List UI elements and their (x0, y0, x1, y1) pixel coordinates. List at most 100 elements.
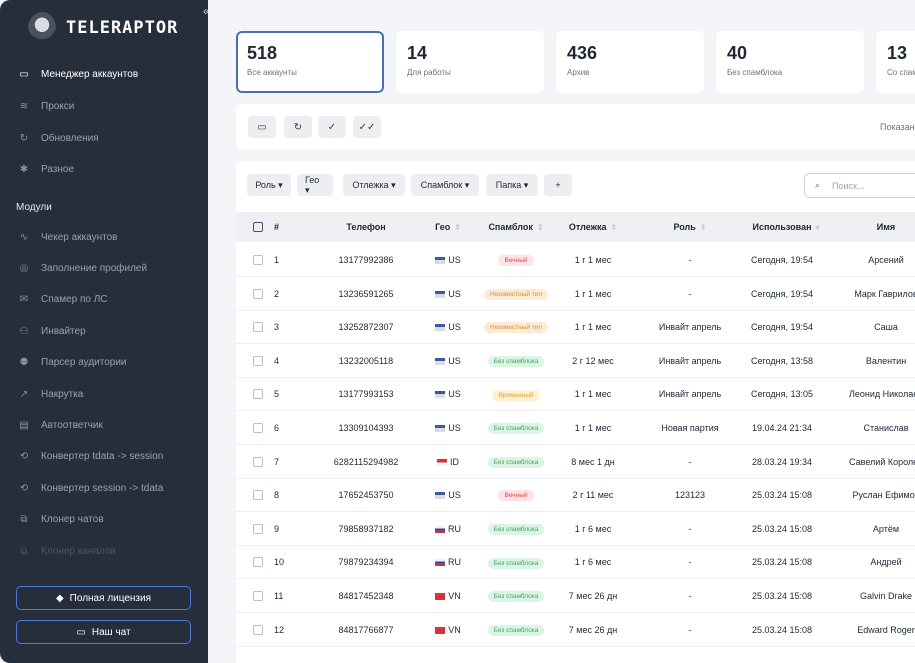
our-chat-button[interactable]: ▭ Наш чат (16, 620, 191, 644)
search-input[interactable]: ⌕ Поиск... (804, 173, 915, 198)
role-cell: - (640, 277, 740, 311)
table-row[interactable]: 3 13252872307 US Неизвестный тип 1 г 1 мес Ин… (236, 310, 915, 345)
refresh-button[interactable]: ↻ (284, 116, 312, 138)
row-checkbox[interactable] (253, 255, 263, 265)
filter-button-6[interactable]: + (544, 174, 572, 196)
stat-card-3[interactable]: 436 Архив (556, 31, 704, 93)
row-checkbox[interactable] (253, 591, 263, 601)
filter-button-4[interactable]: Спамблок ▾ (411, 174, 479, 196)
stat-card-5[interactable]: 13 Со спамблоком (876, 31, 915, 93)
module-item-label: Клонер чатов (41, 514, 104, 526)
sidebar: « TELERAPTOR ▭ Менеджер аккаунтов ≋ Прокси ↻… (0, 0, 210, 663)
name-value: Савелий Королев (849, 456, 915, 467)
column-header-4[interactable]: Спамблок ⇕ (476, 212, 556, 242)
flag-vn-icon (435, 626, 446, 634)
module-item-9[interactable]: ⟲ Конвертер session -> tdata (18, 480, 163, 496)
age-value: 1 г 1 мес (574, 389, 612, 400)
module-item-10[interactable]: ⧉ Клонер чатов (18, 512, 104, 528)
used-value: Сегодня, 19:54 (750, 322, 813, 333)
column-header-label: Спамблок (488, 222, 533, 232)
age-value: 8 мес 1 дн (571, 456, 615, 467)
geo-value: US (448, 389, 461, 400)
name-value: Андрей (870, 557, 902, 568)
table-row[interactable]: 10 79879234394 RU Без спамблока 1 г 6 мес - 25… (236, 545, 915, 580)
filter-button-3[interactable]: Отлежка ▾ (343, 174, 405, 196)
double-check-button[interactable]: ✓✓ (353, 116, 381, 138)
collapse-sidebar-button[interactable]: « (203, 4, 210, 18)
module-item-1[interactable]: ∿ Чекер аккаунтов (18, 229, 118, 245)
table-row[interactable]: 6 13309104393 US Без спамблока 1 г 1 мес Нова… (236, 411, 915, 445)
folder-button[interactable]: ▭ (248, 116, 276, 138)
table-row[interactable]: 4 13232005118 US Без спамблока 2 г 12 мес Инв… (236, 344, 915, 378)
age-value: 1 г 1 мес (574, 255, 612, 265)
geo-cell: US (420, 344, 476, 378)
filter-button-2[interactable]: Гео ▾ (297, 174, 333, 196)
row-checkbox[interactable] (253, 456, 263, 467)
sidebar-item-4[interactable]: ✱ Разное (18, 161, 74, 177)
row-checkbox[interactable] (253, 423, 263, 433)
age-cell: 1 г 1 мес (556, 243, 630, 277)
module-item-3[interactable]: ✉ Спамер по ЛС (18, 292, 108, 308)
row-checkbox[interactable] (253, 355, 263, 366)
column-header-label: # (274, 222, 280, 232)
phone-cell: 6282115294982 (306, 445, 426, 479)
row-checkbox[interactable] (253, 624, 263, 635)
row-checkbox[interactable] (253, 389, 263, 400)
module-item-label: Заполнение профилей (41, 262, 148, 274)
phone-cell: 79858937182 (306, 512, 426, 546)
check-button[interactable]: ✓ (318, 116, 346, 138)
stat-card-1[interactable]: 518 Все аккаунты (236, 31, 384, 93)
column-header-5[interactable]: Отлежка ⇕ (556, 212, 630, 242)
row-number: 12 (274, 613, 294, 647)
table-row[interactable]: 1 13177992386 US Вечный 1 г 1 мес - Сегодня, 1… (236, 243, 915, 277)
module-item-8[interactable]: ⟲ Конвертер tdata -> session (18, 449, 163, 465)
module-item-7[interactable]: ▤ Автоответчик (18, 417, 103, 433)
module-item-2[interactable]: ◎ Заполнение профилей (18, 260, 147, 276)
stat-card-2[interactable]: 14 Для работы (396, 31, 544, 93)
filter-button-1[interactable]: Роль ▾ (247, 174, 291, 196)
column-header-8[interactable]: Имя (838, 212, 915, 242)
table-row[interactable]: 2 13236591265 US Неизвестный тип 1 г 1 мес - С… (236, 277, 915, 311)
spamblock-badge: Неизвестный тип (484, 288, 548, 300)
table-row[interactable]: 11 84817452348 VN Без спамблока 7 мес 26 дн -… (236, 579, 915, 613)
column-header-7[interactable]: Использован ▾ (740, 212, 832, 242)
stat-card-4[interactable]: 40 Без спамблока (716, 31, 864, 93)
module-item-5[interactable]: ⚉ Парсер аудитории (18, 355, 127, 371)
table-row[interactable]: 7 6282115294982 ID Без спамблока 8 мес 1 дн -… (236, 445, 915, 479)
table-row[interactable]: 5 13177993153 US Временный 1 г 1 мес Инвайт а… (236, 377, 915, 412)
age-cell: 2 г 12 мес (556, 344, 630, 378)
used-cell: 25.03.24 15:08 (740, 478, 824, 512)
name-cell: Валентин (834, 344, 915, 378)
phone-cell: 84817766877 (306, 613, 426, 647)
column-header-1[interactable]: # (274, 212, 294, 242)
module-item-11[interactable]: ⧉ Клонер каналов (18, 543, 115, 559)
sidebar-item-1[interactable]: ▭ Менеджер аккаунтов (18, 66, 138, 82)
name-cell: Арсений (834, 243, 915, 277)
module-item-label: Конвертер tdata -> session (41, 451, 164, 463)
row-checkbox[interactable] (253, 288, 263, 299)
sidebar-item-label: Прокси (41, 100, 75, 112)
table-row[interactable]: 12 84817766877 VN Без спамблока 7 мес 26 дн -… (236, 613, 915, 647)
stat-value: 40 (727, 43, 748, 63)
sort-icon: ⇕ (699, 223, 707, 232)
select-all-checkbox[interactable] (253, 222, 263, 232)
used-cell: 25.03.24 15:08 (740, 545, 824, 579)
full-license-button[interactable]: ◆ Полная лицензия (16, 586, 191, 610)
sidebar-item-2[interactable]: ≋ Прокси (18, 98, 75, 114)
table-row[interactable]: 9 79858937182 RU Без спамблока 1 г 6 мес - 25.… (236, 512, 915, 546)
user-add-icon: ⚇ (19, 325, 29, 337)
row-checkbox[interactable] (253, 523, 263, 534)
row-number-value: 2 (274, 288, 280, 299)
row-checkbox[interactable] (253, 322, 263, 333)
sidebar-item-3[interactable]: ↻ Обновления (18, 130, 99, 146)
spamblock-cell: Временный (476, 377, 556, 411)
module-item-6[interactable]: ↗ Накрутка (18, 386, 84, 402)
table-row[interactable]: 8 17652453750 US Вечный 2 г 11 мес 123123 25.0… (236, 478, 915, 513)
column-header-3[interactable]: Гео ⇕ (420, 212, 476, 242)
row-checkbox[interactable] (253, 490, 263, 501)
module-item-4[interactable]: ⚇ Инвайтер (18, 323, 86, 339)
column-header-6[interactable]: Роль ⇕ (640, 212, 740, 242)
column-header-2[interactable]: Телефон (316, 212, 416, 242)
filter-button-5[interactable]: Папка ▾ (486, 174, 538, 196)
row-checkbox[interactable] (253, 557, 263, 568)
